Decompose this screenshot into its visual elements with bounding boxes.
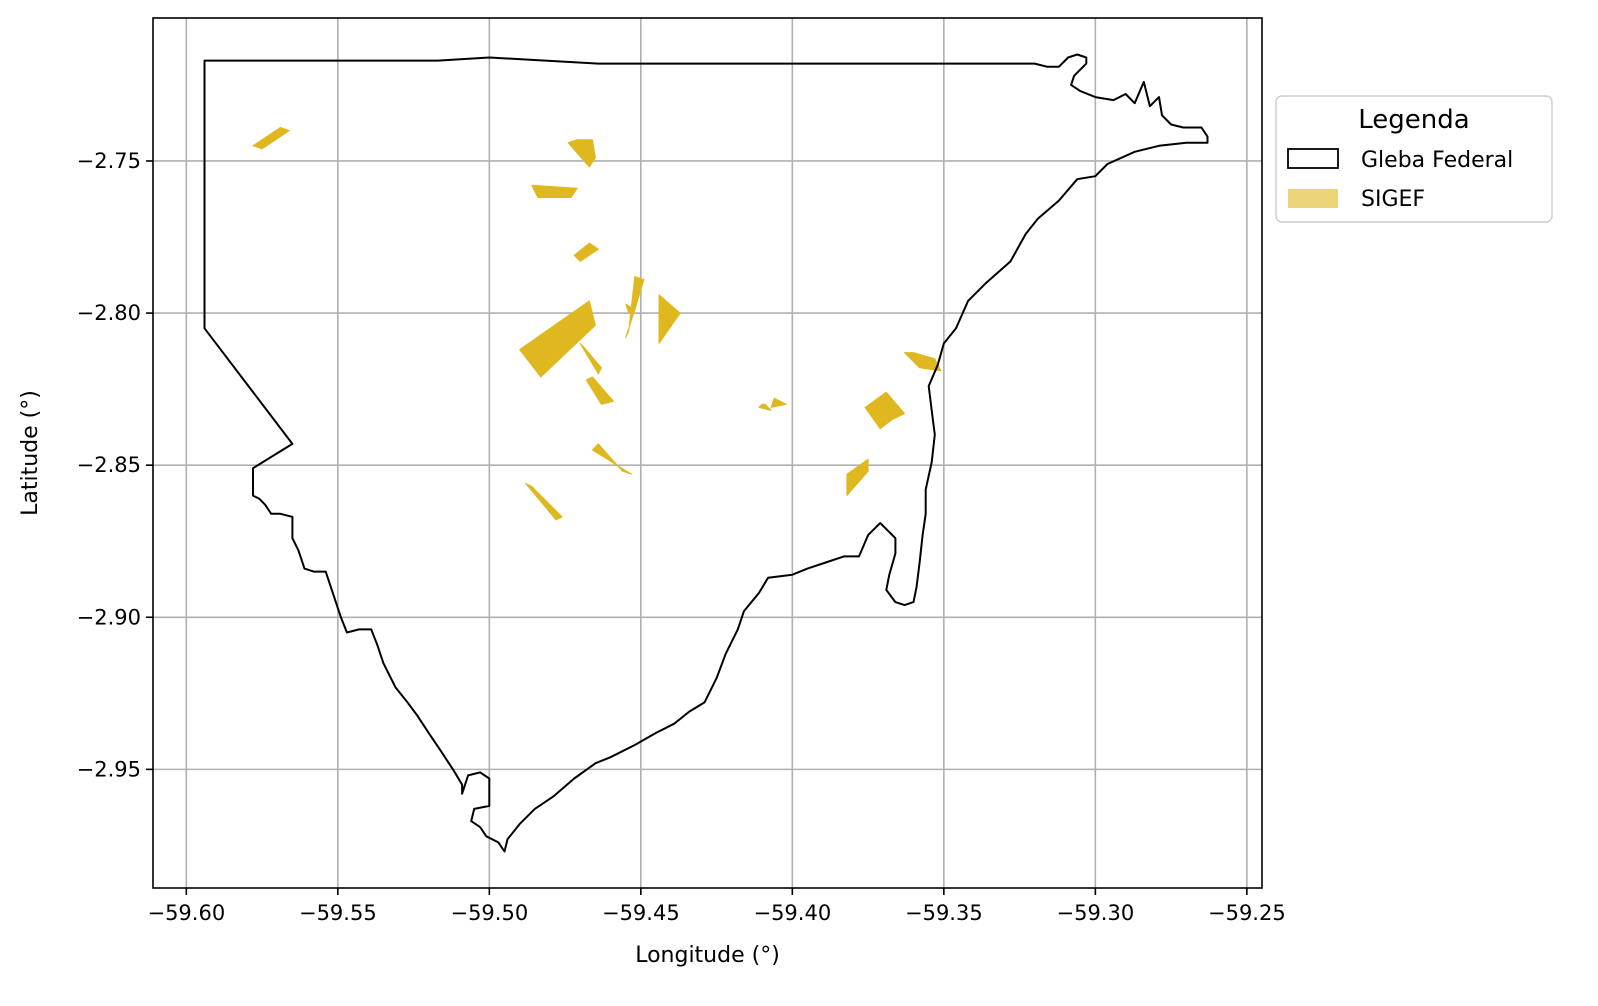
x-tick-label: −59.40 — [753, 901, 831, 925]
legend-swatch-sigef — [1288, 189, 1338, 208]
x-tick-label: −59.55 — [299, 901, 377, 925]
axes-frame — [152, 17, 1263, 889]
x-tick-label: −59.45 — [602, 901, 680, 925]
y-axis-label: Latitude (°) — [18, 390, 43, 516]
legend-label-gleba-federal: Gleba Federal — [1361, 148, 1513, 173]
axis-ticks: −59.60 −59.55 −59.50 −59.45 −59.40 −59.35 −59.… — [77, 149, 1286, 925]
sigef-parcel-14 — [864, 391, 905, 430]
x-tick-label: −59.30 — [1056, 901, 1134, 925]
legend-swatch-gleba-federal — [1287, 148, 1339, 169]
legend: Legenda Gleba Federal SIGEF — [1275, 95, 1553, 223]
x-tick-label: −59.35 — [905, 901, 983, 925]
x-tick-label: −59.25 — [1208, 901, 1286, 925]
sigef-parcel-12 — [770, 397, 787, 408]
gleba-federal-outline — [203, 53, 1209, 853]
sigef-parcel-6 — [625, 276, 645, 338]
sigef-parcel-10 — [585, 376, 615, 405]
sigef-parcel-1 — [252, 127, 290, 150]
sigef-parcel-2 — [567, 139, 596, 168]
x-tick-label: −59.60 — [147, 901, 225, 925]
sigef-parcel-17 — [525, 482, 563, 521]
y-tick-label: −2.75 — [77, 149, 141, 173]
sigef-parcel-16 — [846, 458, 869, 497]
x-axis-label: Longitude (°) — [635, 943, 780, 968]
sigef-parcel-5 — [519, 300, 596, 378]
sigef-parcels — [252, 127, 942, 521]
y-tick-label: −2.85 — [77, 453, 141, 477]
gleba-federal-boundary — [203, 53, 1209, 853]
legend-label-sigef: SIGEF — [1361, 187, 1425, 212]
x-tick-label: −59.50 — [450, 901, 528, 925]
sigef-parcel-9 — [579, 343, 602, 375]
sigef-parcel-3 — [531, 184, 578, 198]
sigef-parcel-7 — [625, 303, 636, 314]
sigef-parcel-4 — [573, 242, 599, 262]
grid-lines — [153, 18, 1262, 888]
legend-frame — [1275, 95, 1553, 223]
y-tick-label: −2.95 — [77, 757, 141, 781]
sigef-parcel-8 — [658, 294, 681, 344]
sigef-parcel-15 — [591, 443, 633, 475]
y-tick-label: −2.90 — [77, 605, 141, 629]
sigef-parcel-11 — [758, 403, 772, 411]
y-tick-label: −2.80 — [77, 301, 141, 325]
legend-title: Legenda — [1358, 105, 1469, 135]
